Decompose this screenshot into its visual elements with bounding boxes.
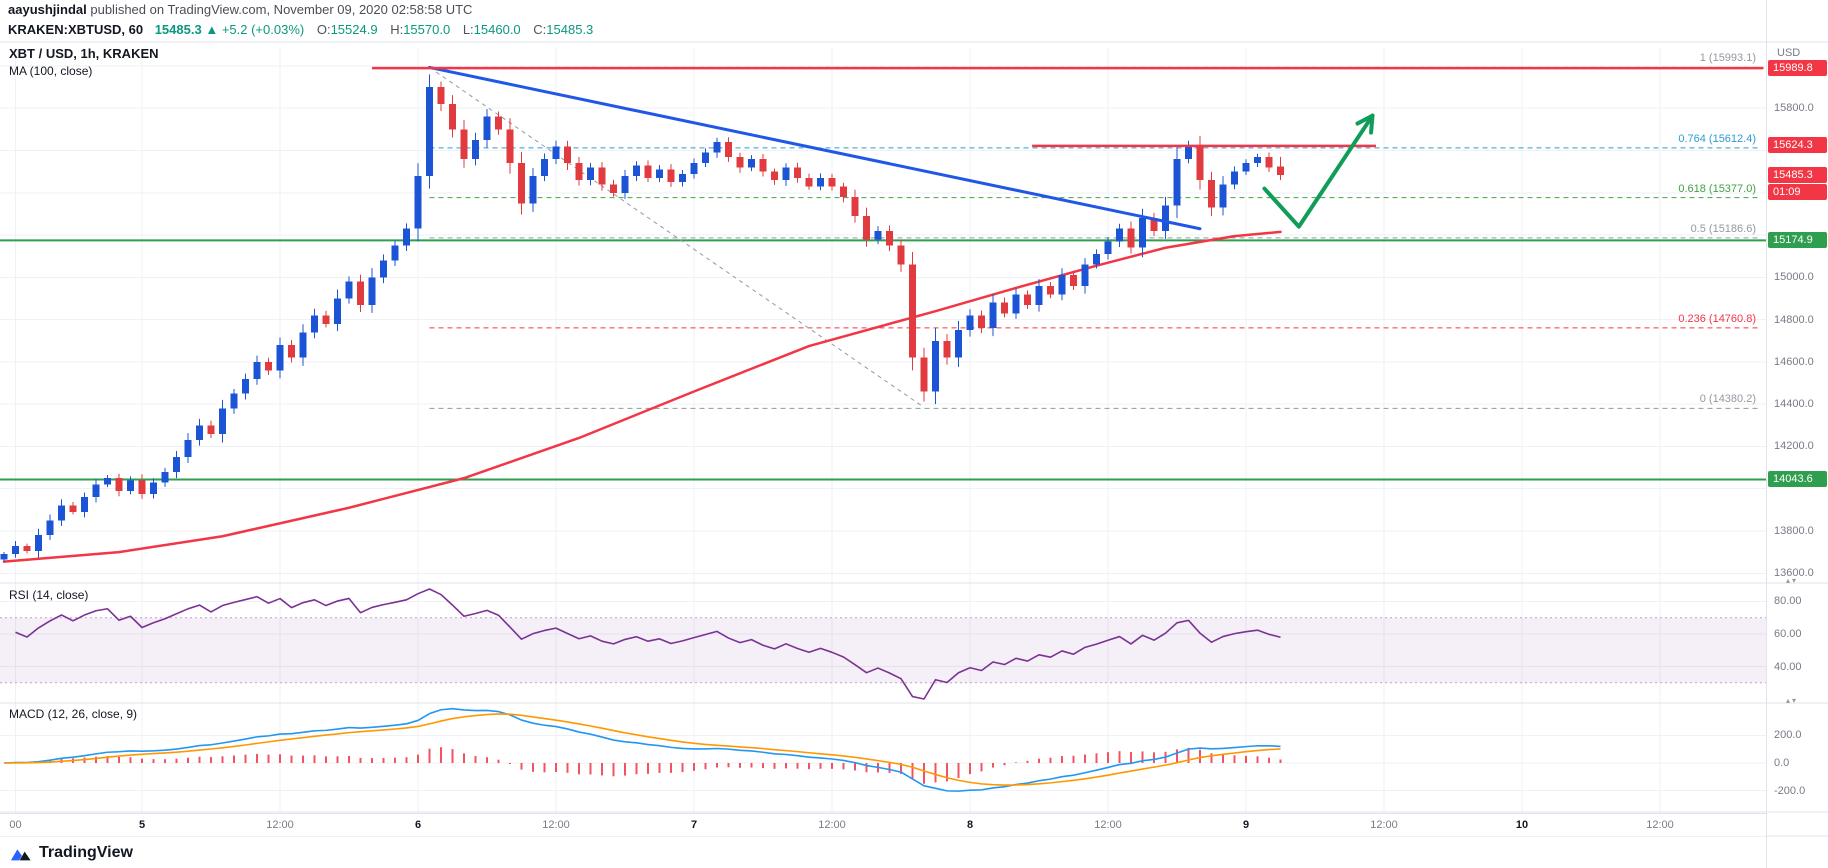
price-tag-countdown: 01:09 [1768, 183, 1827, 200]
fib-level-label: 0.618 (15377.0) [1678, 182, 1756, 195]
low-value: 15460.0 [473, 22, 521, 37]
rsi-axis-label: 80.00 [1774, 595, 1802, 608]
time-axis-label: 12:00 [266, 819, 294, 831]
axis-currency-label: USD [1777, 47, 1801, 59]
open-label: O: [316, 22, 331, 37]
fib-level-label: 0.764 (15612.4) [1678, 132, 1756, 145]
tradingview-brand[interactable]: TradingView [39, 844, 133, 861]
price-axis-label: 14600.0 [1774, 355, 1814, 368]
price-tag-resistance-1: 15989.8 [1768, 60, 1827, 77]
fib-level-label: 0.236 (14760.8) [1678, 312, 1756, 325]
time-axis-label: 00 [9, 819, 22, 831]
high-value: 15570.0 [403, 22, 451, 37]
time-axis-label: 5 [138, 819, 146, 831]
price-change: +5.2 (+0.03%) [221, 22, 305, 37]
rsi-axis-label: 40.00 [1774, 660, 1802, 673]
price-axis-label: 13600.0 [1774, 567, 1814, 580]
time-axis-label: 9 [1242, 819, 1250, 831]
attribution-text: published on TradingView.com, November 0… [86, 2, 473, 17]
symbol-title[interactable]: KRAKEN:XBTUSD, 60 [8, 22, 144, 37]
price-axis-label: 15000.0 [1774, 271, 1814, 284]
fib-level-label: 0.5 (15186.6) [1690, 222, 1756, 235]
price-axis-label: 14800.0 [1774, 313, 1814, 326]
symbol-info-bar: KRAKEN:XBTUSD, 60 15485.3 ▲ +5.2 (+0.03%… [8, 22, 593, 41]
price-axis[interactable]: USD 15800.0 15000.0 14800.0 14600.0 14400.0 1… [1766, 0, 1828, 868]
price-tag-support-1: 15174.9 [1768, 232, 1827, 249]
fib-level-label: 1 (15993.1) [1699, 52, 1756, 65]
footer-branding: TradingView [10, 840, 133, 866]
price-tag-last-price: 15485.3 [1768, 166, 1827, 183]
rsi-axis-label: 60.00 [1774, 628, 1802, 640]
close-label: C: [533, 22, 547, 37]
high-label: H: [390, 22, 404, 37]
time-axis[interactable]: 00 5 12:00 6 12:00 7 12:00 8 12:00 9 12:00 10 12:00 [0, 813, 1766, 836]
price-axis-label: 14400.0 [1774, 398, 1814, 411]
low-label: L: [462, 22, 474, 37]
open-value: 15524.9 [330, 22, 378, 37]
macd-axis-label: 0.0 [1774, 757, 1790, 769]
price-axis-label: 13800.0 [1774, 524, 1814, 537]
price-tag-resistance-2: 15624.3 [1768, 137, 1827, 154]
header-last-price: 15485.3 [154, 22, 202, 37]
close-value: 15485.3 [546, 22, 594, 37]
time-axis-label: 8 [966, 819, 974, 831]
macd-axis-label: 200.0 [1774, 729, 1802, 742]
price-pane-legend[interactable]: XBT / USD, 1h, KRAKEN [9, 46, 159, 61]
fib-level-label: 0 (14380.2) [1699, 393, 1756, 406]
macd-legend[interactable]: MACD (12, 26, close, 9) [9, 707, 138, 721]
price-tag-support-2: 14043.6 [1768, 471, 1827, 488]
pane-collapse-icon[interactable]: ▴▾ [1786, 576, 1799, 585]
ma-legend[interactable]: MA (100, close) [9, 64, 93, 78]
change-arrow-icon: ▲ [205, 22, 219, 37]
tradingview-logo-icon [10, 849, 31, 861]
attribution-bar: aayushjindal published on TradingView.co… [8, 2, 472, 21]
time-axis-label: 6 [414, 819, 422, 831]
time-axis-label: 12:00 [542, 819, 570, 831]
time-axis-label: 10 [1515, 819, 1529, 831]
price-axis-label: 14200.0 [1774, 440, 1814, 453]
time-axis-label: 12:00 [1646, 819, 1674, 831]
macd-axis-label: -200.0 [1774, 784, 1806, 797]
price-axis-label: 15800.0 [1774, 102, 1814, 115]
attribution-author: aayushjindal [8, 2, 87, 17]
time-axis-label: 12:00 [1094, 819, 1122, 831]
time-axis-label: 7 [690, 819, 698, 831]
time-axis-label: 12:00 [818, 819, 846, 831]
time-axis-label: 12:00 [1370, 819, 1398, 831]
pane-collapse-icon[interactable]: ▴▾ [1786, 696, 1799, 705]
rsi-legend[interactable]: RSI (14, close) [9, 588, 89, 602]
